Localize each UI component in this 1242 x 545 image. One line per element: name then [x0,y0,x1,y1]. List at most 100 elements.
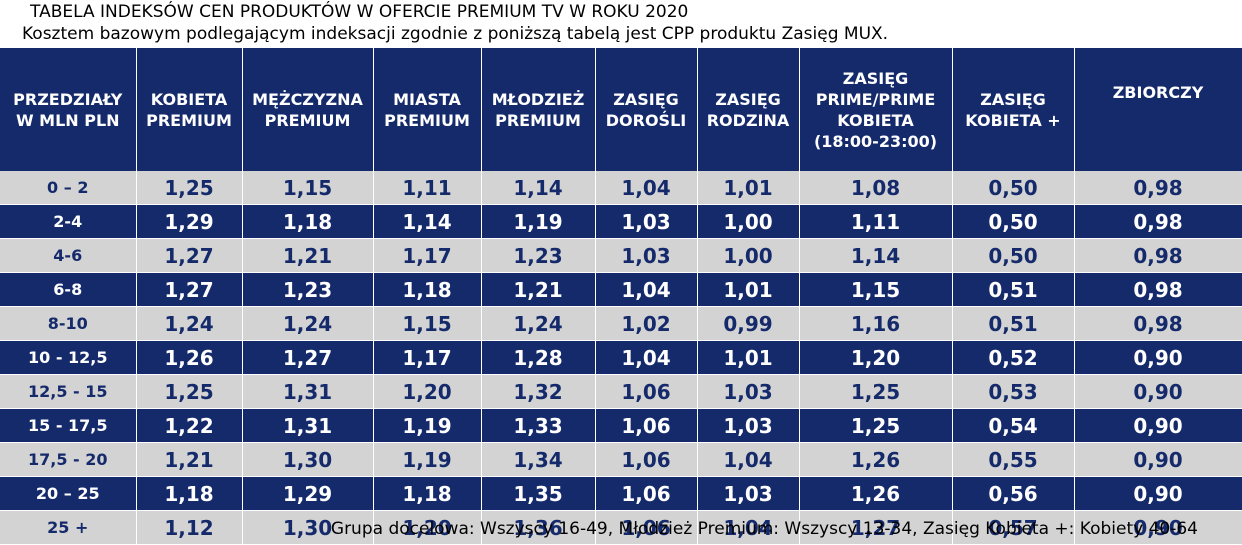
index-value-cell: 1,01 [697,340,800,375]
index-value-cell: 1,04 [595,340,698,375]
index-value-cell: 1,29 [242,476,374,511]
index-value-cell: 1,01 [697,272,800,307]
table-body: 0 – 2 1,25 1,15 1,11 1,14 1,04 1,01 1,08 0,50 0,9… [0,171,1242,545]
index-value-cell: 1,15 [242,171,374,205]
range-cell: 2-4 [0,204,137,239]
index-value-cell: 0,50 [952,204,1075,239]
index-value-cell: 1,21 [242,238,374,273]
index-value-cell: 1,14 [799,238,953,273]
index-value-cell: 1,28 [481,340,596,375]
index-value-cell: 1,15 [373,306,482,341]
index-value-cell: 1,03 [697,374,800,409]
range-cell: 4-6 [0,238,137,273]
range-cell: 0 – 2 [0,171,137,205]
index-value-cell: 0,54 [952,408,1075,443]
index-value-cell: 1,27 [136,272,243,307]
index-value-cell: 0,53 [952,374,1075,409]
range-cell: 8-10 [0,306,137,341]
index-value-cell: 0,98 [1074,306,1242,341]
index-value-cell: 1,14 [481,171,596,205]
index-value-cell: 1,12 [136,510,243,545]
index-value-cell: 1,04 [595,272,698,307]
index-value-cell: 1,27 [799,510,953,545]
index-value-cell: 0,90 [1074,374,1242,409]
index-value-cell: 1,06 [595,476,698,511]
index-value-cell: 1,23 [481,238,596,273]
price-index-table: PRZEDZIAŁY W MLN PLN KOBIETA PREMIUM MĘŻ… [0,48,1242,545]
table-row: 15 - 17,5 1,22 1,31 1,19 1,33 1,06 1,03 1,25 0,5… [0,408,1242,443]
page-title: TABELA INDEKSÓW CEN PRODUKTÓW W OFERCIE … [30,2,689,22]
index-value-cell: 1,00 [697,204,800,239]
range-cell: 20 – 25 [0,476,137,511]
index-value-cell: 1,18 [373,476,482,511]
index-value-cell: 1,02 [595,306,698,341]
index-value-cell: 1,06 [595,442,698,477]
index-value-cell: 1,20 [799,340,953,375]
index-value-cell: 1,03 [697,408,800,443]
header-ranges: PRZEDZIAŁY W MLN PLN [0,48,137,171]
index-value-cell: 1,25 [799,408,953,443]
index-value-cell: 1,19 [373,408,482,443]
index-value-cell: 1,17 [373,340,482,375]
footnote: Grupa docelowa: Wszyscy 16-49, Młodzież … [330,519,1198,539]
index-value-cell: 1,03 [697,476,800,511]
table-row: 10 - 12,5 1,26 1,27 1,17 1,28 1,04 1,01 1,20 0,5… [0,340,1242,375]
range-cell: 15 - 17,5 [0,408,137,443]
index-value-cell: 1,24 [242,306,374,341]
index-value-cell: 1,35 [481,476,596,511]
header-zasieg-rodzina: ZASIĘG RODZINA [697,48,800,171]
index-value-cell: 0,90 [1074,476,1242,511]
header-miasta-premium: MIASTA PREMIUM [373,48,482,171]
index-value-cell: 0,57 [952,510,1075,545]
index-value-cell: 0,90 [1074,408,1242,443]
index-value-cell: 0,51 [952,306,1075,341]
table-row: 12,5 - 15 1,25 1,31 1,20 1,32 1,06 1,03 1,25 0,5… [0,374,1242,409]
index-value-cell: 1,26 [799,442,953,477]
index-value-cell: 0,50 [952,238,1075,273]
header-mezczyzna-premium: MĘŻCZYZNA PREMIUM [242,48,374,171]
index-value-cell: 1,04 [595,171,698,205]
index-value-cell: 1,26 [799,476,953,511]
index-value-cell: 1,18 [373,272,482,307]
index-value-cell: 0,98 [1074,272,1242,307]
index-value-cell: 0,56 [952,476,1075,511]
index-value-cell: 1,18 [136,476,243,511]
index-value-cell: 1,16 [799,306,953,341]
header-kobieta-premium: KOBIETA PREMIUM [136,48,243,171]
table-header-row: PRZEDZIAŁY W MLN PLN KOBIETA PREMIUM MĘŻ… [0,48,1242,171]
index-value-cell: 1,00 [697,238,800,273]
index-value-cell: 1,32 [481,374,596,409]
index-value-cell: 1,15 [799,272,953,307]
index-value-cell: 1,22 [136,408,243,443]
index-value-cell: 1,19 [373,442,482,477]
index-value-cell: 1,06 [595,374,698,409]
index-value-cell: 1,20 [373,510,482,545]
table-row: 6-8 1,27 1,23 1,18 1,21 1,04 1,01 1,15 0,51 0,98 [0,272,1242,307]
index-value-cell: 1,21 [481,272,596,307]
index-value-cell: 1,24 [481,306,596,341]
index-value-cell: 1,17 [373,238,482,273]
index-value-cell: 1,18 [242,204,374,239]
table-row: 2-4 1,29 1,18 1,14 1,19 1,03 1,00 1,11 0,50 0,98 [0,204,1242,239]
index-value-cell: 0,55 [952,442,1075,477]
index-value-cell: 0,90 [1074,442,1242,477]
index-value-cell: 1,25 [799,374,953,409]
index-value-cell: 1,01 [697,171,800,205]
index-value-cell: 1,03 [595,204,698,239]
index-value-cell: 1,27 [242,340,374,375]
index-value-cell: 1,04 [697,442,800,477]
index-value-cell: 1,31 [242,408,374,443]
table-row: 4-6 1,27 1,21 1,17 1,23 1,03 1,00 1,14 0,50 0,98 [0,238,1242,273]
index-value-cell: 0,50 [952,171,1075,205]
index-value-cell: 1,31 [242,374,374,409]
header-mlodziez-premium: MŁODZIEŻ PREMIUM [481,48,596,171]
index-value-cell: 0,98 [1074,171,1242,205]
range-cell: 25 + [0,510,137,545]
index-value-cell: 0,90 [1074,510,1242,545]
index-value-cell: 0,98 [1074,204,1242,239]
range-cell: 6-8 [0,272,137,307]
index-value-cell: 1,25 [136,374,243,409]
index-value-cell: 0,52 [952,340,1075,375]
index-value-cell: 0,90 [1074,340,1242,375]
index-value-cell: 1,06 [595,408,698,443]
